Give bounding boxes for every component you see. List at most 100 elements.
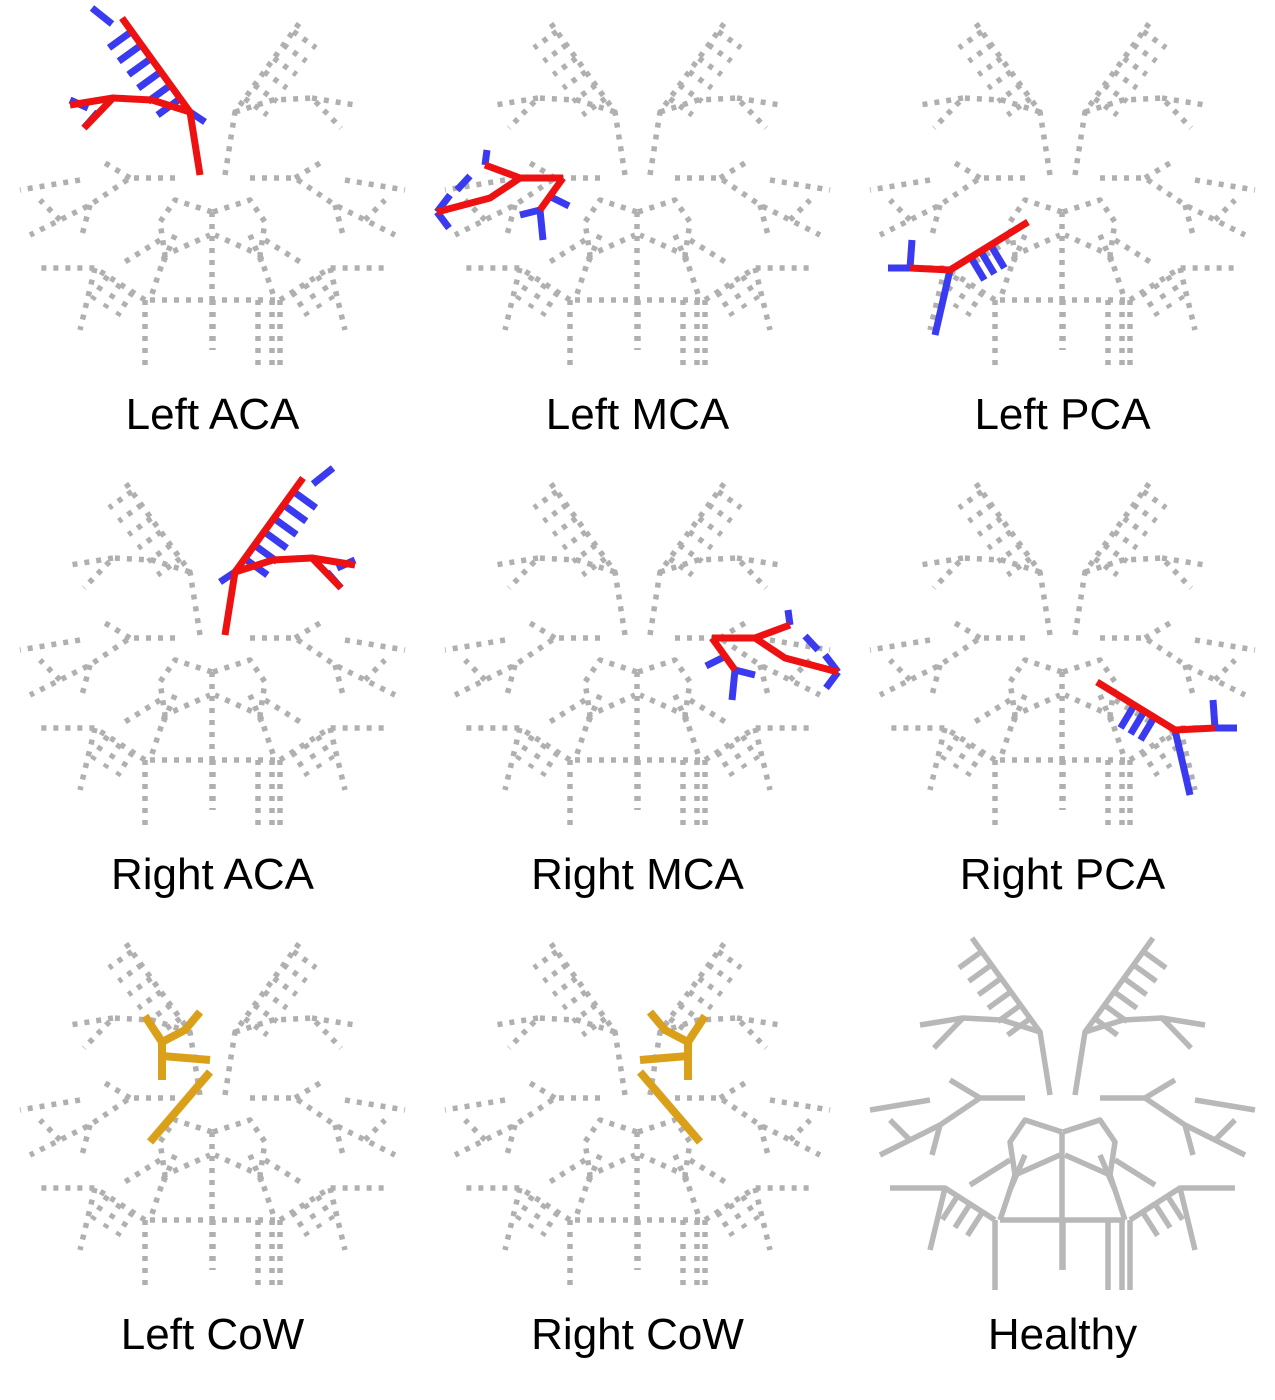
- vessel-branch: [580, 556, 607, 578]
- vessel-segment: [757, 1124, 771, 1156]
- vessel-segment: [703, 725, 810, 763]
- vessel-branch: [1152, 742, 1173, 770]
- vessel-branch: [315, 1194, 335, 1222]
- vessel-segment: [293, 157, 327, 181]
- panel-caption: Left CoW: [120, 1310, 305, 1359]
- vessel-branch: [1005, 96, 1032, 118]
- vessel-segment: [40, 265, 147, 303]
- vessel-branch: [155, 556, 182, 578]
- vessel-segment: [118, 237, 162, 268]
- vessel-segment: [637, 197, 693, 258]
- trunk-segment: [81, 94, 192, 131]
- vessel-segment: [1084, 95, 1193, 130]
- vessel-branch: [243, 96, 270, 118]
- vessel-branch: [532, 489, 559, 511]
- panel-caption: Right PCA: [959, 850, 1166, 899]
- vessel-branch: [290, 290, 310, 318]
- vessel-branch: [540, 750, 560, 778]
- vessel-segment: [212, 1117, 268, 1178]
- vessel-segment: [465, 1185, 572, 1223]
- vessel-segment: [79, 1124, 93, 1156]
- vessel-branch: [580, 1016, 607, 1038]
- tree-diagram: [444, 936, 831, 1290]
- vessel-branch: [302, 1202, 323, 1230]
- vessel-branch: [1140, 290, 1160, 318]
- leaf-branch: [802, 633, 821, 653]
- vessel-branch: [1112, 989, 1139, 1011]
- vessel-segment: [263, 697, 307, 728]
- vessel-segment: [344, 637, 406, 653]
- vessel-segment: [444, 177, 506, 193]
- vessel-segment: [157, 197, 213, 258]
- vessel-branch: [561, 529, 588, 551]
- vessel-branch: [1165, 274, 1185, 302]
- vessel-segment: [1143, 1077, 1177, 1101]
- leaf-branch: [136, 68, 163, 91]
- vessel-segment: [890, 725, 997, 763]
- vessel-branch: [107, 489, 134, 511]
- vessel-branch: [515, 734, 535, 762]
- vessel-branch: [697, 516, 724, 537]
- vessel-branch: [90, 734, 110, 762]
- vessel-segment: [682, 1174, 703, 1221]
- vessel-segment: [507, 555, 616, 590]
- vessel-segment: [997, 714, 1018, 761]
- vessel-branch: [706, 502, 733, 524]
- vessel-segment: [1143, 617, 1177, 641]
- vessel-segment: [504, 664, 518, 696]
- vessel-segment: [1107, 714, 1128, 761]
- leaf-branch: [106, 28, 134, 51]
- vessel-segment: [769, 637, 831, 653]
- vessel-segment: [869, 177, 931, 193]
- panel-caption: Left PCA: [974, 390, 1151, 439]
- vessel-segment: [736, 1015, 781, 1028]
- vessel-branch: [146, 1002, 173, 1024]
- vessel-segment: [494, 555, 539, 568]
- vessel-segment: [932, 95, 1041, 130]
- vessel-branch: [727, 742, 748, 770]
- tree-diagram: [19, 465, 406, 830]
- vessel-branch: [687, 69, 714, 91]
- vessel-branch: [996, 82, 1023, 104]
- vessel-segment: [932, 555, 1041, 590]
- tree-diagram: [869, 476, 1256, 830]
- trunk-segment: [537, 175, 566, 213]
- vessel-branch: [1165, 734, 1185, 762]
- vessel-branch: [580, 96, 607, 118]
- vessel-branch: [115, 750, 135, 778]
- vessel-branch: [117, 962, 144, 984]
- trunk-segment: [233, 554, 344, 591]
- vessel-segment: [929, 664, 943, 696]
- vessel-segment: [927, 1187, 948, 1251]
- vessel-segment: [332, 204, 346, 236]
- panel-healthy: Healthy: [850, 920, 1275, 1386]
- vessel-segment: [888, 658, 912, 682]
- vessel-branch: [668, 1016, 695, 1038]
- vessel-branch: [976, 976, 1003, 997]
- vessel-segment: [344, 1097, 406, 1113]
- vessel-segment: [1062, 197, 1118, 258]
- vessel-branch: [1102, 542, 1129, 564]
- vessel-segment: [222, 936, 306, 1096]
- vessel-segment: [444, 637, 506, 653]
- vessel-branch: [706, 962, 733, 984]
- vessel-branch: [715, 1210, 735, 1238]
- vessel-branch: [986, 529, 1013, 551]
- trunk-segment: [1095, 679, 1216, 734]
- vessel-segment: [1213, 198, 1237, 222]
- vessel-segment: [682, 714, 703, 761]
- vessel-segment: [736, 555, 781, 568]
- vessel-segment: [278, 265, 385, 303]
- vessel-branch: [561, 989, 588, 1011]
- vessel-segment: [1113, 1157, 1157, 1188]
- vessel-branch: [540, 1210, 560, 1238]
- panel-caption: Right ACA: [111, 850, 314, 899]
- vessel-segment: [98, 617, 132, 641]
- vessel-segment: [659, 95, 768, 130]
- leaf-branch: [1209, 699, 1219, 729]
- vessel-branch: [1131, 42, 1158, 64]
- tree-diagram: [444, 476, 841, 830]
- vessel-branch: [677, 1002, 704, 1024]
- vessel-branch: [687, 529, 714, 551]
- vessel-branch: [668, 556, 695, 578]
